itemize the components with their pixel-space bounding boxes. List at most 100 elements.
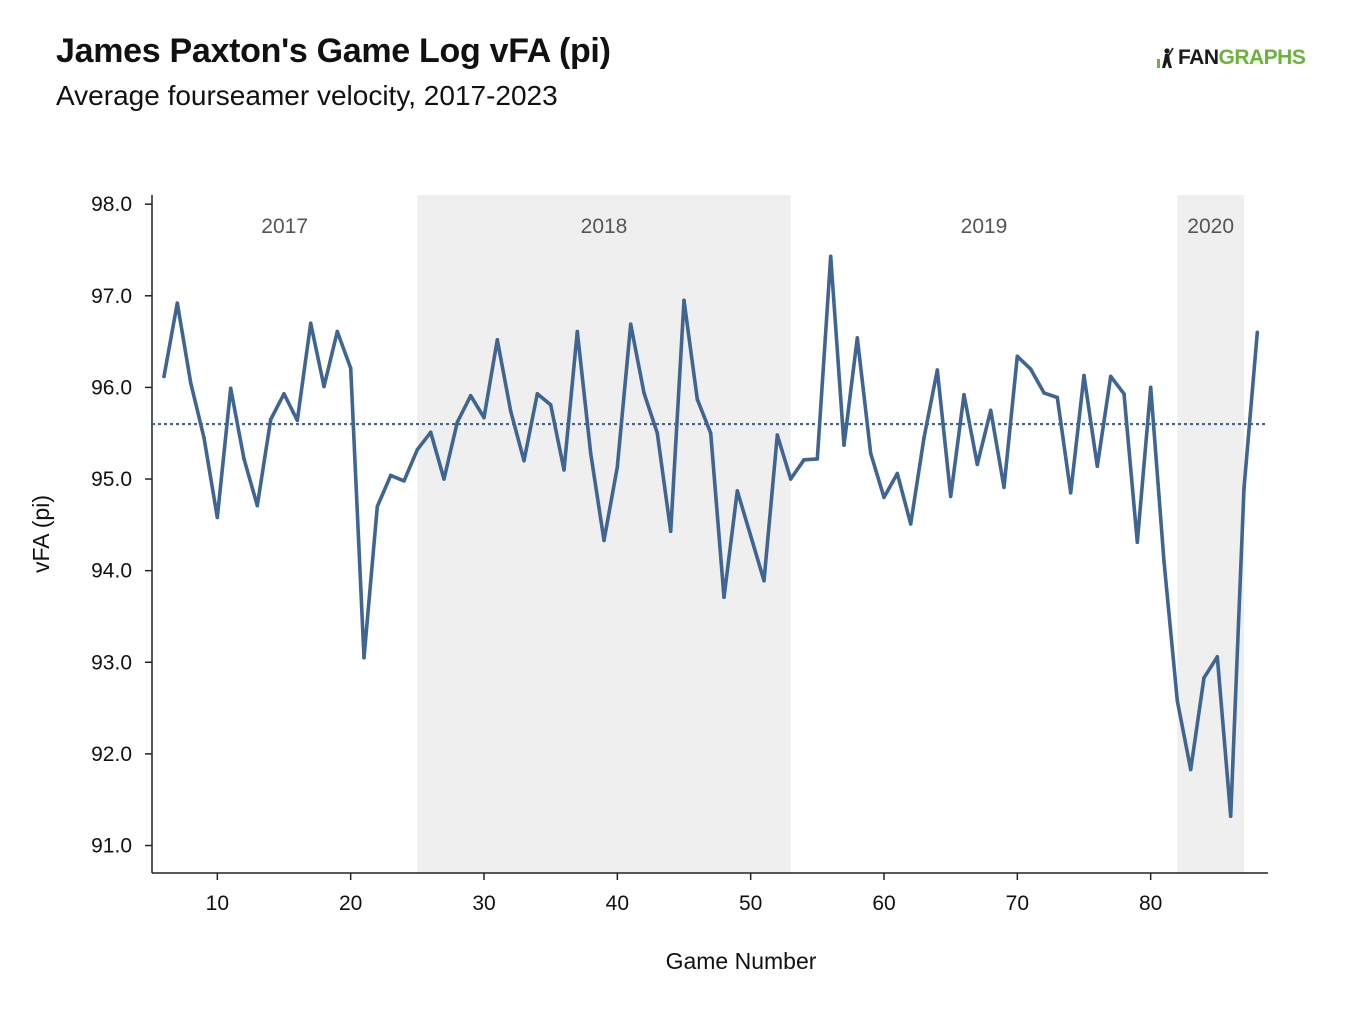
logo-text-graphs: GRAPHS [1218,46,1306,69]
data-point-game-33 [522,458,526,463]
data-point-game-78 [1122,392,1126,396]
data-point-game-42 [642,391,646,395]
data-point-game-15 [282,392,286,396]
fangraphs-logo: FAN GRAPHS [1156,46,1306,70]
data-point-game-63 [922,435,926,440]
data-point-game-60 [882,495,886,500]
data-point-game-34 [535,392,540,396]
season-label-2017: 2017 [261,215,308,238]
data-point-game-9 [202,435,206,440]
data-point-game-71 [1028,367,1033,371]
data-point-game-31 [495,337,500,342]
data-point-game-47 [708,431,713,436]
data-point-game-77 [1108,374,1113,379]
data-point-game-80 [1148,385,1153,390]
data-point-game-50 [748,534,753,538]
data-point-game-54 [802,457,806,462]
data-point-game-64 [935,368,940,372]
x-tick-label: 70 [1006,892,1029,915]
x-tick-label: 20 [339,892,362,915]
season-label-2018: 2018 [581,215,628,238]
data-point-game-29 [468,393,473,398]
data-points [162,254,1260,818]
data-point-game-23 [388,473,393,478]
y-tick-label: 96.0 [91,376,132,399]
data-point-game-36 [562,468,566,472]
axes [151,195,1268,874]
data-point-game-13 [255,503,260,508]
data-point-game-51 [762,578,766,583]
data-point-game-46 [695,397,700,402]
season-label-2020: 2020 [1187,215,1234,238]
data-point-game-6 [162,374,166,379]
data-point-game-24 [402,479,406,483]
season-bands: 2017 2018 2019 2020 [261,195,1244,873]
data-point-game-45 [682,298,686,303]
data-point-game-21 [362,655,366,660]
data-point-game-35 [548,403,553,407]
data-point-game-41 [628,322,633,326]
y-axis-label: vFA (pi) [28,495,54,573]
data-point-game-52 [775,433,780,437]
data-point-game-66 [962,392,966,397]
y-tick-label: 94.0 [91,560,132,583]
y-tick-label: 92.0 [91,743,132,766]
chart-subtitle: Average fourseamer velocity, 2017-2023 [56,80,558,111]
data-point-game-27 [442,477,446,481]
data-point-game-88 [1255,330,1260,335]
x-tick-label: 10 [206,892,229,915]
data-point-game-26 [428,430,433,435]
x-tick-label: 40 [606,892,629,915]
data-point-game-75 [1082,373,1086,378]
data-point-game-49 [735,489,740,493]
data-point-game-53 [788,477,793,481]
x-tick-label: 60 [872,892,895,915]
data-point-game-43 [655,431,660,436]
x-tick-label: 30 [472,892,495,915]
data-point-game-56 [828,254,833,259]
y-tick-label: 97.0 [91,285,132,308]
data-point-game-40 [615,465,620,469]
data-point-game-62 [908,522,913,526]
data-point-game-61 [895,471,900,476]
data-point-game-79 [1135,540,1140,545]
y-tick-label: 91.0 [91,835,132,858]
data-point-game-67 [975,462,980,467]
data-point-game-69 [1002,485,1006,490]
data-point-game-25 [415,447,420,452]
data-point-game-86 [1228,814,1233,818]
data-point-game-83 [1188,767,1193,772]
chart-title: James Paxton's Game Log vFA (pi) [56,32,611,70]
data-point-game-22 [375,504,380,509]
data-point-game-39 [602,538,606,543]
data-point-game-14 [268,417,273,422]
y-tick-label: 98.0 [91,193,132,216]
x-tick-label: 50 [739,892,762,915]
data-point-game-19 [335,329,340,334]
data-point-game-18 [322,384,326,389]
data-point-game-11 [228,386,233,391]
x-tick-label: 80 [1139,892,1162,915]
data-point-game-65 [948,494,953,499]
data-point-game-55 [815,457,820,461]
ticks: 91.0 92.0 93.0 94.0 95.0 96.0 97.0 98.0 10 20 30 40… [91,193,1162,915]
data-point-game-7 [175,301,180,305]
data-point-game-68 [988,408,993,413]
data-point-game-48 [722,595,726,600]
data-point-game-58 [855,336,860,340]
data-point-game-76 [1095,464,1100,469]
y-tick-label: 93.0 [91,651,132,674]
data-point-game-32 [508,409,513,414]
data-point-game-57 [842,443,846,447]
data-point-game-17 [308,321,313,326]
data-point-game-70 [1015,354,1020,359]
data-point-game-12 [242,457,246,461]
y-tick-label: 95.0 [91,468,132,491]
data-point-game-82 [1175,698,1180,703]
data-point-game-30 [482,415,486,420]
data-point-game-74 [1068,490,1073,495]
batter-logo-icon [1157,47,1174,68]
data-point-game-84 [1202,676,1206,680]
data-point-game-37 [575,329,580,334]
